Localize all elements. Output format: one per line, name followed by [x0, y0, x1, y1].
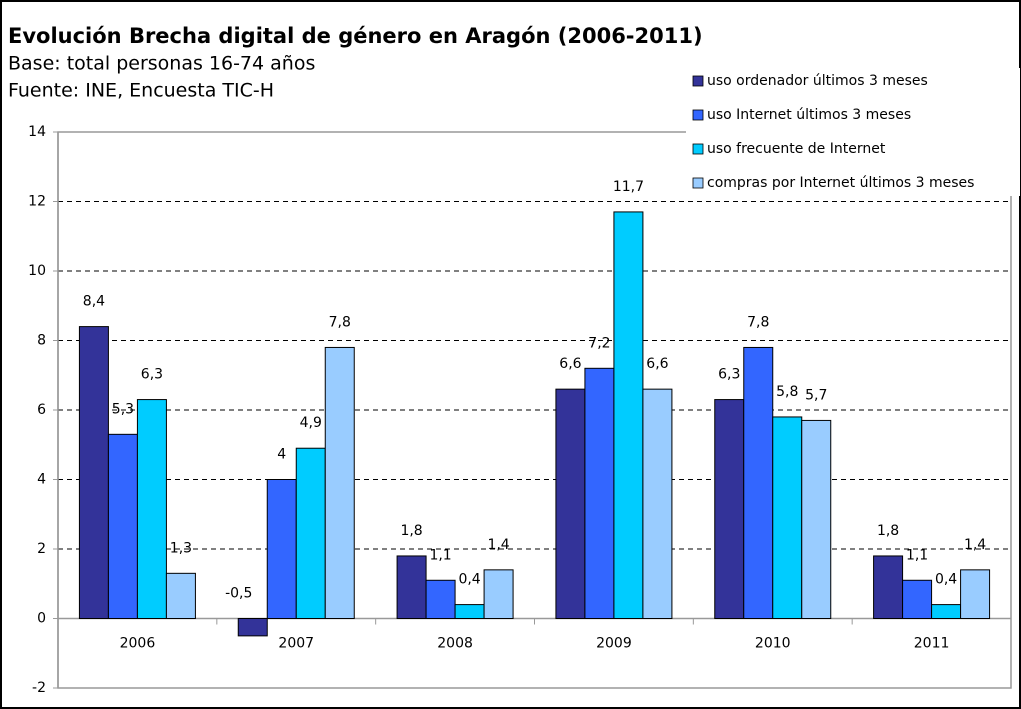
value-label: 1,8 — [877, 523, 899, 539]
bar — [237, 618, 268, 637]
value-label: 1,3 — [170, 540, 192, 556]
bar — [266, 479, 297, 619]
value-label: 6,6 — [646, 356, 668, 372]
value-label: 1,1 — [429, 547, 451, 563]
legend-label: compras por Internet últimos 3 meses — [707, 175, 974, 191]
value-label: 1,1 — [906, 547, 928, 563]
value-label: 5,7 — [805, 387, 827, 403]
legend-label: uso Internet últimos 3 meses — [707, 107, 911, 123]
bar — [714, 399, 745, 620]
x-tick-label: 2009 — [596, 636, 632, 652]
bar — [801, 419, 832, 619]
y-tick-label: 14 — [28, 124, 46, 140]
legend-swatch — [692, 109, 704, 121]
bar — [613, 211, 644, 620]
bar — [425, 579, 456, 620]
x-tick-label: 2006 — [120, 636, 156, 652]
value-label: 6,3 — [141, 367, 163, 383]
value-label: 0,4 — [458, 572, 480, 588]
bar — [165, 572, 196, 620]
value-label: 11,7 — [613, 179, 644, 195]
subtitle: Base: total personas 16-74 años — [8, 53, 315, 75]
y-tick-label: 6 — [37, 402, 46, 418]
value-label: 4,9 — [300, 415, 322, 431]
bar — [931, 604, 962, 619]
bar — [555, 388, 586, 619]
value-label: 5,3 — [112, 401, 134, 417]
value-label: 0,4 — [935, 572, 957, 588]
bar — [454, 604, 485, 619]
bar — [396, 555, 427, 620]
x-tick-label: 2010 — [755, 636, 791, 652]
bar — [107, 433, 138, 620]
chart-title: Evolución Brecha digital de género en Ar… — [8, 24, 703, 48]
y-tick-label: 10 — [28, 263, 46, 279]
y-tick-label: -2 — [32, 680, 46, 696]
legend-label: uso frecuente de Internet — [707, 141, 886, 157]
legend-swatch — [692, 177, 704, 189]
value-label: 1,4 — [487, 537, 509, 553]
bar — [873, 555, 904, 620]
bar — [642, 388, 673, 619]
value-label: 6,6 — [559, 356, 581, 372]
legend-swatch — [692, 143, 704, 155]
value-label: 7,8 — [747, 314, 769, 330]
legend-bg — [686, 68, 1020, 196]
source: Fuente: INE, Encuesta TIC-H — [8, 80, 274, 102]
value-label: 4 — [277, 447, 286, 463]
y-tick-label: 8 — [37, 333, 46, 349]
bar — [483, 569, 514, 619]
value-label: 5,8 — [776, 384, 798, 400]
value-label: 1,8 — [400, 523, 422, 539]
bar — [772, 416, 803, 620]
legend-label: uso ordenador últimos 3 meses — [707, 73, 928, 89]
bar — [78, 326, 109, 619]
bar — [295, 447, 326, 619]
y-tick-label: 2 — [37, 541, 46, 557]
bar — [324, 346, 355, 619]
bar — [902, 579, 933, 620]
y-tick-label: 4 — [37, 472, 46, 488]
bar — [584, 367, 615, 619]
bar — [136, 399, 167, 620]
y-tick-label: 0 — [37, 611, 46, 627]
y-tick-label: 12 — [28, 194, 46, 210]
value-label: 7,8 — [329, 314, 351, 330]
value-label: 8,4 — [83, 294, 105, 310]
value-label: -0,5 — [225, 586, 252, 602]
value-label: 1,4 — [964, 537, 986, 553]
x-tick-label: 2008 — [437, 636, 473, 652]
value-label: 6,3 — [718, 367, 740, 383]
value-label: 7,2 — [588, 335, 610, 351]
legend-swatch — [692, 75, 704, 87]
bar — [960, 569, 991, 619]
x-tick-label: 2007 — [278, 636, 314, 652]
x-tick-label: 2011 — [914, 636, 950, 652]
bar — [743, 346, 774, 619]
